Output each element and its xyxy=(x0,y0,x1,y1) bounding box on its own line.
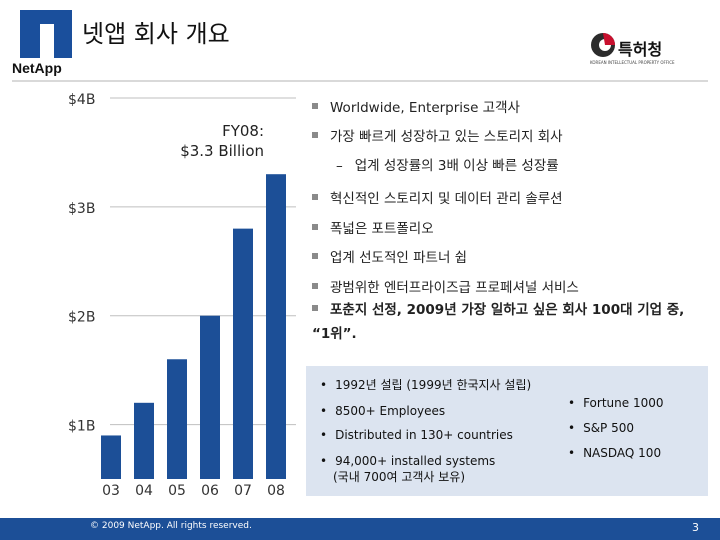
netapp-n-icon xyxy=(20,10,72,58)
bullet-item: 가장 빠르게 성장하고 있는 스토리지 회사 xyxy=(312,125,563,145)
x-tick-label: 07 xyxy=(234,483,252,499)
dot-bullet-icon: • xyxy=(568,421,576,435)
bar-05 xyxy=(167,359,187,479)
x-tick-label: 08 xyxy=(267,483,285,499)
square-bullet-icon xyxy=(312,305,318,311)
sub-bullet-item: – 업계 성장률의 3배 이상 빠른 성장률 xyxy=(336,154,559,174)
fact-text: 8500+ Employees xyxy=(335,404,446,418)
bullet-text: 광범위한 엔터프라이즈급 프로페셔널 서비스 xyxy=(330,280,579,296)
square-bullet-icon xyxy=(312,253,318,259)
dot-bullet-icon: • xyxy=(568,446,576,460)
bullet-text: 가장 빠르게 성장하고 있는 스토리지 회사 xyxy=(330,129,563,145)
dot-bullet-icon: • xyxy=(568,396,576,410)
page-title: 넷앱 회사 개요 xyxy=(82,20,230,48)
bullet-text: Worldwide, Enterprise 고객사 xyxy=(330,100,520,116)
bullet-text: 혁신적인 스토리지 및 데이터 관리 솔루션 xyxy=(330,191,563,207)
fact-text: Distributed in 130+ countries xyxy=(335,428,513,442)
bullet-text: 업계 성장률의 3배 이상 빠른 성장률 xyxy=(354,158,559,174)
dot-bullet-icon: • xyxy=(320,454,328,468)
bar-07 xyxy=(233,228,253,479)
square-bullet-icon xyxy=(312,103,318,109)
company-facts-box: • 1992년 설립 (1999년 한국지사 설립) • 8500+ Employe… xyxy=(306,366,708,496)
index-text: Fortune 1000 xyxy=(583,396,664,410)
kipo-logo: 특허청 KOREAN INTELLECTUAL PROPERTY OFFICE xyxy=(590,32,690,72)
index-item: • S&P 500 xyxy=(568,421,634,435)
fact-item-continued: (국내 700여 고객사 보유) xyxy=(333,470,466,484)
dot-bullet-icon: • xyxy=(320,378,328,392)
bar-06 xyxy=(200,315,220,479)
fact-item: • 1992년 설립 (1999년 한국지사 설립) xyxy=(320,376,531,393)
kipo-name: 특허청 xyxy=(618,40,663,59)
bullet-item: 광범위한 엔터프라이즈급 프로페셔널 서비스 xyxy=(312,276,579,296)
index-item: • NASDAQ 100 xyxy=(568,446,661,460)
bullet-text: 폭넓은 포트폴리오 xyxy=(330,221,434,237)
bullet-text: 포춘지 선정, 2009년 가장 일하고 싶은 회사 100대 기업 중, “1… xyxy=(312,302,685,342)
fact-text: 1992년 설립 (1999년 한국지사 설립) xyxy=(335,378,532,392)
netapp-logo-mark xyxy=(20,10,72,58)
dash-marker: – xyxy=(336,158,343,174)
y-tick-label: $2B xyxy=(68,310,95,326)
bullet-item: 업계 선도적인 파트너 쉽 xyxy=(312,246,467,266)
x-tick-label: 03 xyxy=(102,483,120,499)
index-text: NASDAQ 100 xyxy=(583,446,662,460)
page-number: 3 xyxy=(692,521,699,534)
bullet-text: 업계 선도적인 파트너 쉽 xyxy=(330,250,468,266)
x-tick-label: 04 xyxy=(135,483,153,499)
chart-annotation: $3.3 Billion xyxy=(180,142,264,160)
square-bullet-icon xyxy=(312,194,318,200)
footer-bar xyxy=(0,518,720,540)
bullet-item: Worldwide, Enterprise 고객사 xyxy=(312,96,520,116)
bullet-item: 혁신적인 스토리지 및 데이터 관리 솔루션 xyxy=(312,187,563,207)
index-item: • Fortune 1000 xyxy=(568,396,663,410)
x-tick-label: 05 xyxy=(168,483,186,499)
fact-item: • 94,000+ installed systems xyxy=(320,454,495,468)
title-divider xyxy=(12,80,708,82)
kipo-emblem-icon xyxy=(591,33,615,57)
x-tick-label: 06 xyxy=(201,483,219,499)
revenue-bar-chart: $1B $2B $3B $4B 03 04 05 06 07 08 FY08: $3.3 Billio… xyxy=(68,92,296,499)
kipo-subtitle: KOREAN INTELLECTUAL PROPERTY OFFICE xyxy=(590,60,675,65)
copyright-text: © 2009 NetApp. All rights reserved. xyxy=(90,521,252,531)
square-bullet-icon xyxy=(312,132,318,138)
bar-08 xyxy=(266,174,286,479)
netapp-wordmark: NetApp xyxy=(12,60,62,76)
y-tick-label: $4B xyxy=(68,92,95,108)
bar-04 xyxy=(134,402,154,479)
bullet-item-highlight: 포춘지 선정, 2009년 가장 일하고 싶은 회사 100대 기업 중, “1… xyxy=(312,298,692,346)
square-bullet-icon xyxy=(312,224,318,230)
index-text: S&P 500 xyxy=(583,421,635,435)
y-tick-label: $3B xyxy=(68,201,95,217)
dot-bullet-icon: • xyxy=(320,404,328,418)
dot-bullet-icon: • xyxy=(320,428,328,442)
bar-03 xyxy=(101,435,121,479)
netapp-logo: NetApp xyxy=(12,10,80,78)
square-bullet-icon xyxy=(312,283,318,289)
fact-text: 94,000+ installed systems xyxy=(335,454,496,468)
chart-annotation: FY08: xyxy=(222,122,264,140)
bullet-item: 폭넓은 포트폴리오 xyxy=(312,217,434,237)
fact-item: • Distributed in 130+ countries xyxy=(320,428,513,442)
fact-item: • 8500+ Employees xyxy=(320,404,445,418)
y-tick-label: $1B xyxy=(68,419,95,435)
